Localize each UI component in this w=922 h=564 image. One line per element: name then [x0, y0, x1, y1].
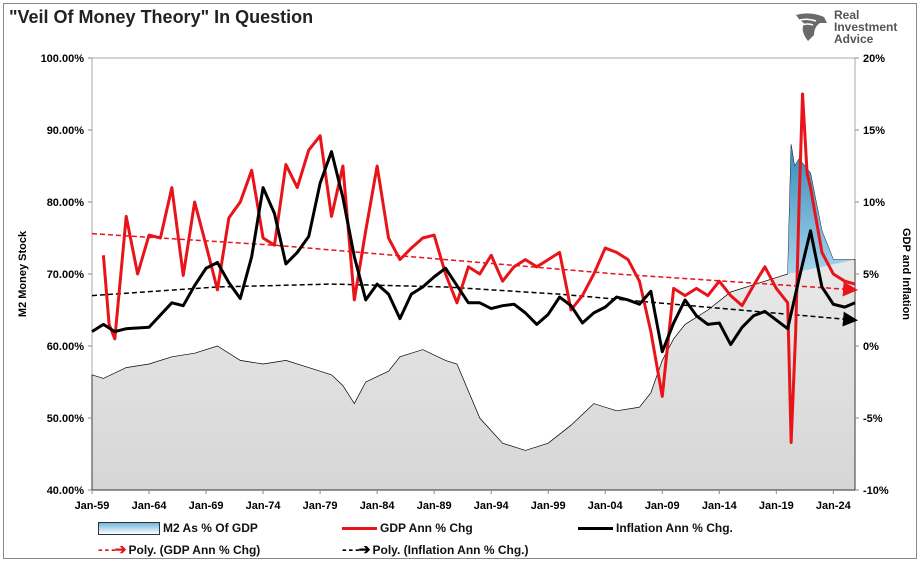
x-tick-label: Jan-99 — [531, 500, 566, 512]
legend-item-inflation-trend: - - -➔ Poly. (Inflation Ann % Chg.) — [342, 541, 528, 558]
logo: Real Investment Advice — [794, 9, 897, 45]
dashed-arrow-icon: - - -➔ — [98, 541, 126, 557]
x-tick-label: Jan-74 — [246, 500, 282, 512]
y-tick-label: 60.00% — [47, 341, 85, 353]
series-line-inflation — [91, 150, 856, 354]
y2-tick-label: -10% — [863, 485, 889, 497]
y-tick-label: 50.00% — [47, 413, 85, 425]
logo-text-2: Investment — [834, 20, 898, 34]
y2-tick-label: 10% — [863, 197, 885, 209]
y-tick-label: 80.00% — [47, 197, 85, 209]
eagle-icon — [796, 13, 827, 41]
legend-label: M2 As % Of GDP — [163, 521, 258, 535]
dashed-arrow-icon: - - -➔ — [342, 541, 370, 557]
area-swatch-icon — [98, 521, 160, 535]
y-tick-label: 70.00% — [47, 269, 85, 281]
chart-title: "Veil Of Money Theory" In Question — [9, 7, 314, 27]
series-line-gdp — [101, 92, 856, 444]
y-tick-label: 100.00% — [41, 53, 85, 65]
series-trend-4 — [91, 283, 858, 327]
y2-tick-label: 15% — [863, 125, 885, 137]
x-tick-label: Jan-24 — [816, 500, 852, 512]
legend-label: Inflation Ann % Chg. — [616, 521, 733, 535]
x-tick-label: Jan-09 — [645, 500, 680, 512]
y-axis-label: M2 Money Stock — [17, 230, 29, 317]
y-tick-label: 90.00% — [47, 125, 85, 137]
series-area-m2-spike — [787, 144, 855, 274]
series-trend-3 — [91, 232, 858, 297]
chart-frame — [3, 3, 917, 559]
x-tick-label: Jan-84 — [360, 500, 396, 512]
y2-tick-label: 20% — [863, 53, 885, 65]
legend-item-m2: M2 As % Of GDP — [98, 521, 258, 535]
x-tick-label: Jan-69 — [189, 500, 224, 512]
y2-tick-label: -5% — [863, 413, 883, 425]
x-tick-label: Jan-64 — [132, 500, 168, 512]
legend-label: Poly. (GDP Ann % Chg) — [128, 542, 261, 557]
legend-item-gdp-trend: - - -➔ Poly. (GDP Ann % Chg) — [98, 541, 260, 558]
x-tick-label: Jan-94 — [474, 500, 510, 512]
y2-tick-label: 5% — [863, 269, 879, 281]
legend-item-inflation: Inflation Ann % Chg. — [578, 521, 733, 535]
x-tick-label: Jan-89 — [417, 500, 452, 512]
logo-text-1: Real — [834, 8, 860, 22]
y2-tick-label: 0% — [863, 341, 879, 353]
x-tick-label: Jan-79 — [303, 500, 338, 512]
legend-item-gdp: GDP Ann % Chg — [342, 521, 473, 535]
y2-axis-label: GDP and Inflation — [900, 228, 912, 320]
x-tick-label: Jan-59 — [75, 500, 110, 512]
line-swatch-icon — [578, 526, 613, 530]
x-tick-label: Jan-14 — [702, 500, 738, 512]
line-swatch-icon — [342, 526, 377, 530]
logo-text-3: Advice — [834, 32, 874, 46]
y-tick-label: 40.00% — [47, 485, 85, 497]
legend-label: Poly. (Inflation Ann % Chg.) — [372, 542, 529, 557]
x-tick-label: Jan-19 — [759, 500, 794, 512]
legend-label: GDP Ann % Chg — [380, 521, 473, 535]
x-tick-label: Jan-04 — [588, 500, 624, 512]
